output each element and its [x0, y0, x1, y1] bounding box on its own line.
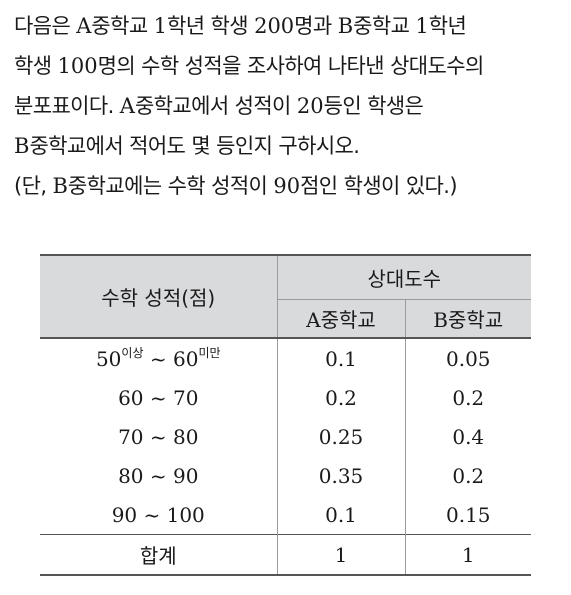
- school-a-value: 0.35: [276, 456, 405, 495]
- table-row: 60 ~ 70 0.2 0.2: [40, 378, 531, 417]
- total-a-value: 1: [276, 534, 405, 576]
- table-row: 50이상 ~ 60미만 0.1 0.05: [40, 337, 531, 378]
- school-b-value: 0.15: [404, 495, 531, 535]
- school-a-header: A중학교: [276, 299, 405, 338]
- table-row: 90 ~ 100 0.1 0.15: [40, 495, 531, 535]
- school-a-value: 0.25: [276, 417, 405, 456]
- school-b-value: 0.2: [404, 378, 531, 417]
- relative-frequency-table: 수학 성적(점) 상대도수 A중학교 B중학교 50이상 ~ 60미만 0.1 …: [40, 254, 531, 576]
- school-b-value: 0.05: [404, 337, 531, 378]
- table-header-row: 수학 성적(점) 상대도수: [40, 254, 531, 338]
- score-range: 60 ~ 70: [118, 385, 199, 410]
- school-a-value: 0.1: [276, 337, 405, 378]
- school-a-value: 0.1: [276, 495, 405, 535]
- total-row: 합계 1 1: [40, 534, 531, 576]
- school-a-value: 0.2: [276, 378, 405, 417]
- table-row: 80 ~ 90 0.35 0.2: [40, 456, 531, 495]
- school-b-value: 0.4: [404, 417, 531, 456]
- score-range: 50이상 ~ 60미만: [40, 337, 277, 378]
- problem-text: 다음은 A중학교 1학년 학생 200명과 B중학교 1학년 학생 100명의 …: [14, 6, 562, 206]
- relative-frequency-header: 상대도수: [276, 254, 531, 300]
- table-row: 70 ~ 80 0.25 0.4: [40, 417, 531, 456]
- score-header: 수학 성적(점): [40, 254, 277, 338]
- score-range: 90 ~ 100: [111, 502, 205, 527]
- problem-line-1: 다음은 A중학교 1학년 학생 200명과 B중학교 1학년: [14, 14, 467, 38]
- score-range: 80 ~ 90: [118, 463, 199, 488]
- total-b-value: 1: [404, 534, 531, 576]
- problem-line-2: 학생 100명의 수학 성적을 조사하여 나타낸 상대도수의: [14, 54, 484, 78]
- problem-line-5: (단, B중학교에는 수학 성적이 90점인 학생이 있다.): [14, 174, 458, 198]
- table-subheader-row: A중학교 B중학교: [40, 299, 531, 338]
- problem-line-3: 분포표이다. A중학교에서 성적이 20등인 학생은: [14, 94, 424, 118]
- total-label: 합계: [40, 534, 277, 576]
- school-b-value: 0.2: [404, 456, 531, 495]
- score-range: 70 ~ 80: [118, 424, 199, 449]
- school-b-header: B중학교: [404, 299, 531, 338]
- problem-line-4: B중학교에서 적어도 몇 등인지 구하시오.: [14, 134, 360, 158]
